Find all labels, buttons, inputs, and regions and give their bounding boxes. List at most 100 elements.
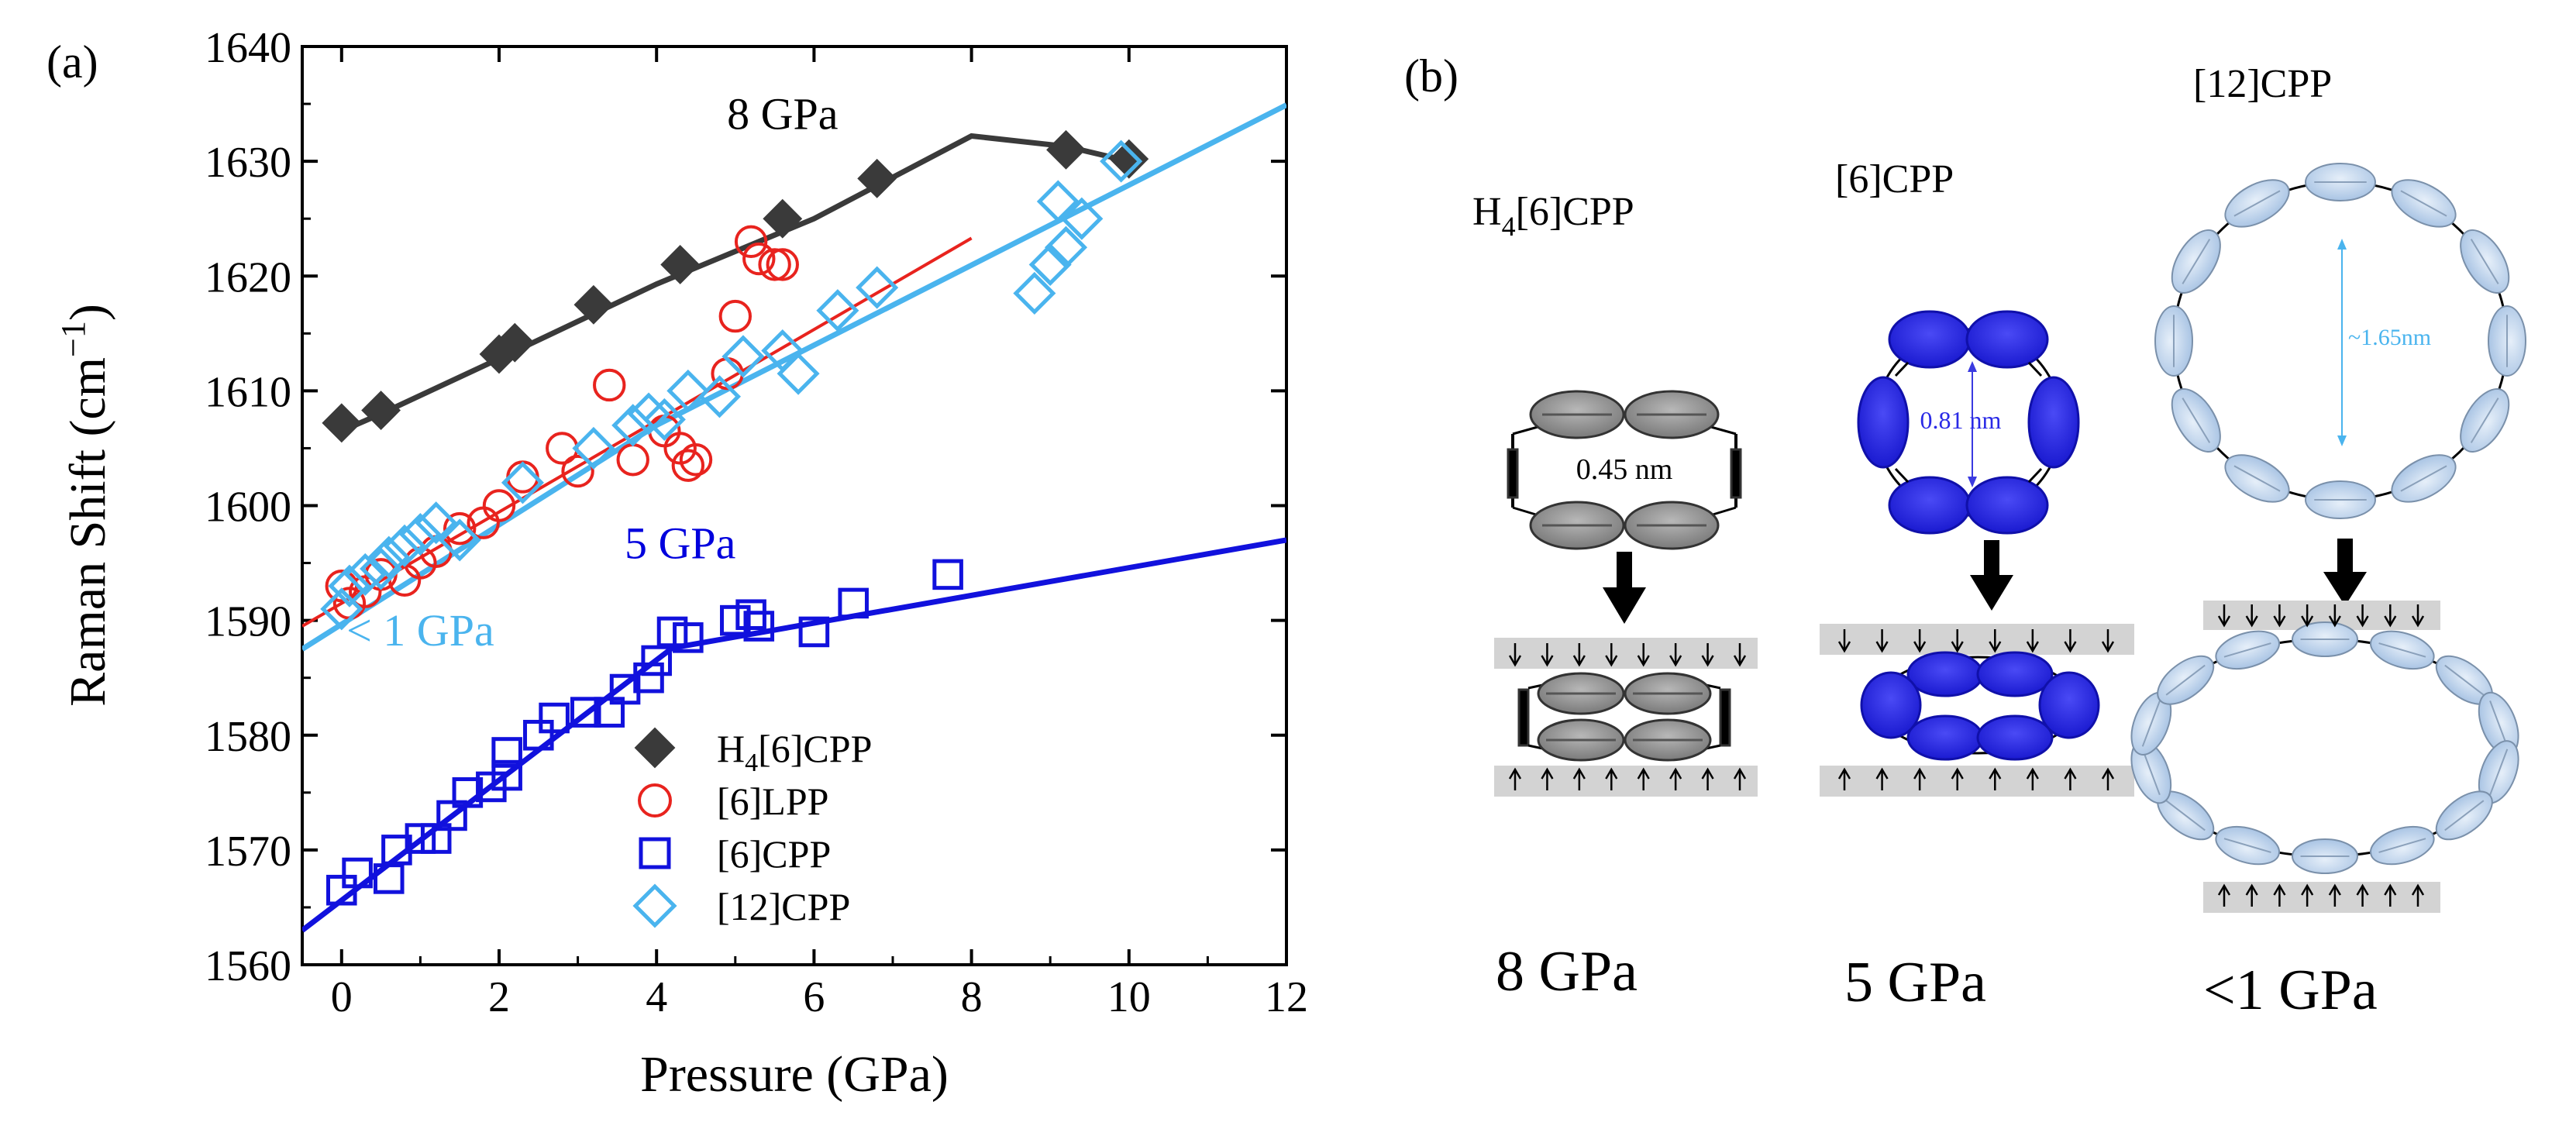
6cpp-ring-relaxed — [1857, 310, 2080, 535]
y-axis-label-end: ) — [60, 304, 116, 321]
ring12-relaxed-unit-line — [2400, 465, 2447, 492]
pressure-arrow-head — [1913, 767, 1927, 780]
annotation-label: 8 GPa — [727, 89, 838, 139]
pressure-arrow-head — [2245, 615, 2258, 628]
pressure-arrow-head — [1508, 767, 1522, 780]
molecule-12cpp-dimension: ~1.65nm — [2348, 325, 2431, 350]
pressure-arrow-head — [2217, 883, 2231, 896]
point-[6]LPP — [482, 489, 516, 522]
y-tick-label: 1590 — [205, 598, 291, 646]
panel-a-label: (a) — [46, 36, 98, 88]
data-points — [320, 129, 1149, 906]
point-[6]CPP — [326, 874, 357, 906]
point-[6]CPP — [743, 611, 775, 642]
point-[12]CPP — [666, 369, 710, 412]
ring12-relaxed-unit-line — [2470, 239, 2499, 284]
6cpp-compress-arrow — [1970, 540, 2013, 611]
h4-6cpp-ring-relaxed — [1507, 390, 1742, 550]
legend-label: [6]CPP — [717, 832, 831, 876]
h4-6cpp-compress-arrow — [1603, 552, 1646, 624]
ring12-relaxed-unit-line — [2470, 398, 2499, 443]
ring12-relaxed-backbone — [2172, 181, 2509, 501]
point-[6]LPP — [766, 248, 799, 281]
x-tick-label: 4 — [646, 973, 667, 1021]
pressure-arrow-head — [2101, 767, 2115, 780]
x-tick-label: 10 — [1107, 973, 1151, 1021]
pressure-arrow-head — [2384, 883, 2397, 896]
legend-marker — [638, 783, 672, 818]
point-[6]CPP — [838, 587, 869, 619]
pressure-arrow-head — [1508, 655, 1522, 667]
x-axis-label: Pressure (GPa) — [640, 1046, 949, 1103]
pressure-arrow-head — [2384, 615, 2397, 628]
point-[12]CPP — [328, 564, 371, 608]
pressure-arrow-head — [1989, 767, 2002, 780]
annotation-label: 5 GPa — [625, 518, 735, 569]
molecule-12cpp-pressure: <1 GPa — [2203, 959, 2378, 1022]
point-[6]CPP — [570, 697, 601, 728]
chart-area: 1560 1570 1580 1590 1600 1610 1620 1630 1640 0 2 4… — [205, 24, 1308, 1021]
pressure-arrow-head — [2064, 767, 2077, 780]
pressure-arrow-head — [2411, 883, 2425, 896]
point-H4[6]CPP — [322, 403, 362, 443]
legend-label: [6]LPP — [717, 780, 828, 823]
point-[6]LPP — [561, 454, 594, 488]
pressure-arrow-head — [2026, 767, 2039, 780]
molecule-h4-6cpp-name: H4[6]CPP — [1472, 190, 1634, 242]
point-[12]CPP — [627, 392, 670, 435]
ring12-relaxed-unit-line — [2182, 398, 2211, 443]
x-tick-label: 6 — [803, 973, 825, 1021]
ring12-compressed-unit-line — [2223, 838, 2271, 853]
pressure-arrow-head — [1701, 655, 1714, 667]
point-[12]CPP — [343, 553, 387, 596]
point-[12]CPP — [1013, 271, 1056, 315]
pressure-arrow-head — [1875, 641, 1889, 653]
fit-line-H4[6]CPP — [340, 133, 1130, 434]
pressure-arrow-head — [1733, 767, 1747, 780]
point-[6]CPP — [641, 645, 672, 676]
ring12-compressed-unit-line — [2165, 664, 2206, 696]
pressure-arrow-head — [1572, 767, 1586, 780]
point-H4[6]CPP — [660, 245, 701, 284]
point-[6]LPP — [443, 511, 477, 546]
point-[12]CPP — [367, 535, 411, 579]
ring12-relaxed-unit-line — [2182, 239, 2211, 284]
fit-line-[6]CPP — [302, 537, 1286, 933]
point-[12]CPP — [856, 266, 899, 309]
point-[12]CPP — [398, 512, 442, 556]
pressure-arrow-head — [2356, 883, 2369, 896]
legend-marker — [639, 837, 671, 869]
y-axis: 1560 1570 1580 1590 1600 1610 1620 1630 1640 — [205, 24, 1286, 990]
x-tick-label: 2 — [488, 973, 510, 1021]
12cpp-ring-relaxed — [2154, 163, 2526, 519]
point-[6]CPP — [798, 616, 830, 648]
point-[6]LPP — [671, 449, 705, 482]
y-tick-label: 1600 — [205, 484, 291, 532]
panel-b-label: (b) — [1404, 50, 1458, 102]
ring12-compressed-unit-line — [2489, 749, 2509, 796]
point-[6]CPP — [405, 823, 436, 854]
y-axis-label-main: Raman Shift (cm — [60, 357, 116, 707]
point-[6]CPP — [342, 857, 373, 889]
12cpp-compress-arrow — [2323, 539, 2367, 606]
point-[12]CPP — [501, 461, 545, 504]
annotations: 8 GPa 5 GPa < 1 GPa — [346, 89, 838, 656]
point-[6]LPP — [616, 443, 649, 477]
point-[12]CPP — [642, 398, 686, 441]
pressure-arrow-head — [1637, 655, 1650, 667]
ring12-relaxed-unit-line — [2233, 465, 2281, 492]
molecule-6cpp: [6]CPP 0.81 nm — [1820, 157, 2134, 1014]
pressure-arrow-head — [1541, 655, 1554, 667]
point-[6]CPP — [523, 719, 554, 751]
point-H4[6]CPP — [1046, 129, 1086, 170]
legend-marker — [632, 883, 677, 928]
6cpp-top-plate — [1820, 624, 2134, 655]
legend-label: H4[6]CPP — [717, 727, 872, 777]
pressure-arrow-head — [1572, 655, 1586, 667]
pressure-arrow-head — [2301, 615, 2314, 628]
molecule-6cpp-name: [6]CPP — [1835, 157, 1954, 201]
pressure-arrow-head — [1837, 641, 1851, 653]
legend-label: [12]CPP — [717, 885, 850, 928]
y-tick-label: 1570 — [205, 828, 291, 876]
